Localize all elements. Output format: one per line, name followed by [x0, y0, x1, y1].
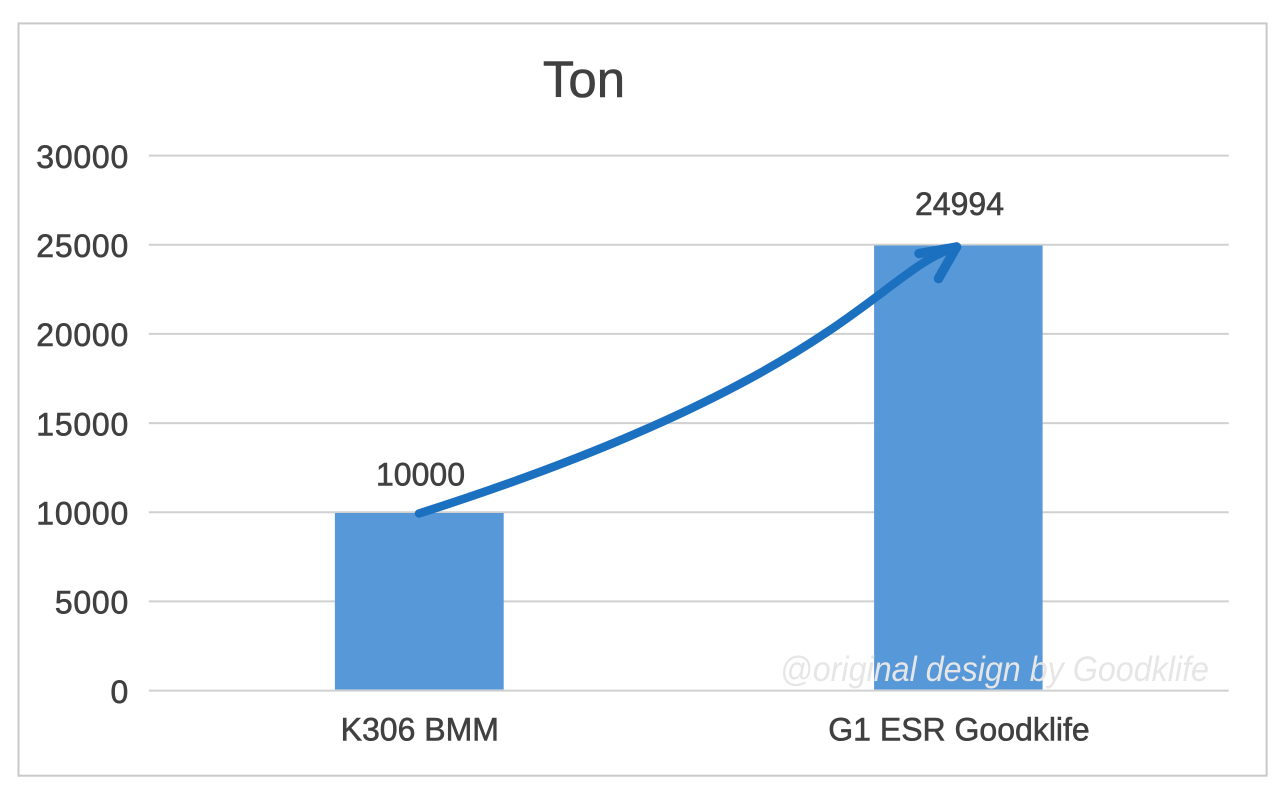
svg-text:24994: 24994 — [915, 186, 1004, 222]
svg-text:@original design by Goodklife: @original design by Goodklife — [780, 650, 1209, 689]
svg-text:10000: 10000 — [36, 495, 129, 531]
svg-text:0: 0 — [110, 674, 129, 710]
svg-text:K306 BMM: K306 BMM — [341, 712, 499, 748]
svg-text:25000: 25000 — [36, 228, 129, 264]
svg-text:15000: 15000 — [36, 406, 129, 442]
svg-text:20000: 20000 — [36, 317, 129, 353]
svg-text:5000: 5000 — [55, 585, 129, 621]
svg-text:G1 ESR Goodklife: G1 ESR Goodklife — [828, 712, 1089, 748]
svg-text:Ton: Ton — [543, 51, 625, 108]
svg-text:10000: 10000 — [376, 457, 465, 493]
svg-text:30000: 30000 — [36, 139, 129, 175]
